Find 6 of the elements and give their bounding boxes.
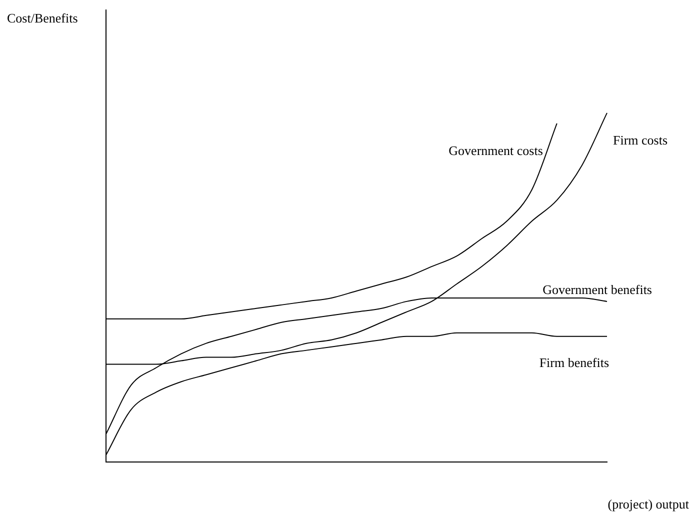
text: Cost/Benefits: [7, 10, 78, 26]
series-label: Firm benefits: [539, 354, 609, 370]
series-label: Government benefits: [542, 282, 652, 297]
series-label: Government costs: [448, 142, 543, 158]
x-axis-title: (project) output: [608, 496, 690, 512]
series-label: Firm costs: [613, 132, 668, 148]
